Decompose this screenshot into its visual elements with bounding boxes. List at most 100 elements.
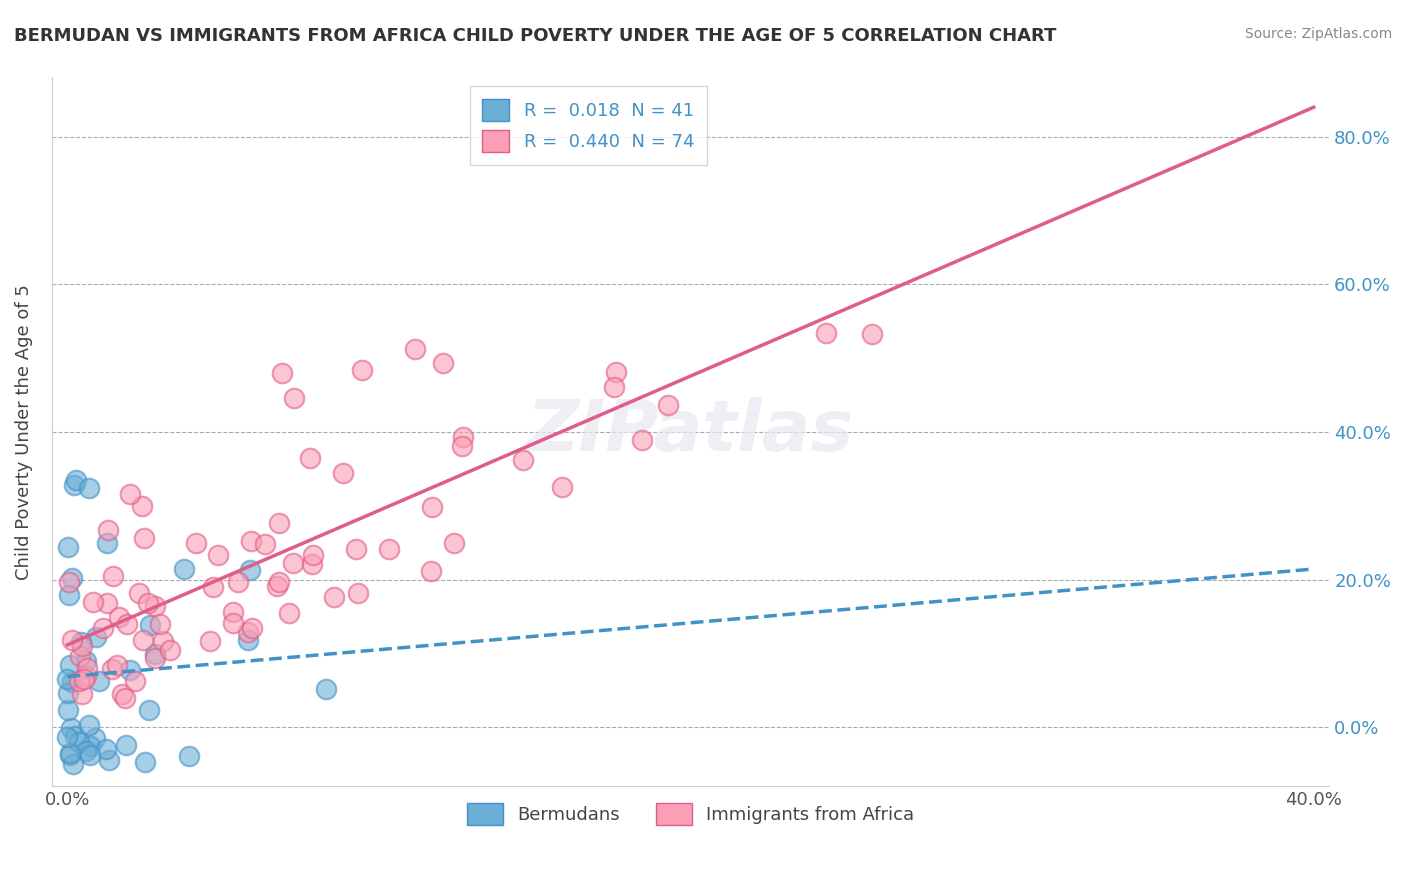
Text: BERMUDAN VS IMMIGRANTS FROM AFRICA CHILD POVERTY UNDER THE AGE OF 5 CORRELATION : BERMUDAN VS IMMIGRANTS FROM AFRICA CHILD… <box>14 27 1056 45</box>
Point <box>62 756 84 771</box>
Point <box>56 730 79 744</box>
Point <box>128 586 150 600</box>
Point <box>236 624 259 639</box>
Point <box>63 730 86 744</box>
Point <box>143 647 166 661</box>
Point <box>69 648 91 663</box>
Point <box>222 616 245 631</box>
Point <box>131 499 153 513</box>
Point <box>239 563 262 577</box>
Point <box>67 735 90 749</box>
Point <box>350 363 373 377</box>
Point <box>420 500 443 514</box>
Point <box>200 634 222 648</box>
Point <box>79 747 101 762</box>
Point <box>70 635 93 649</box>
Point <box>101 662 124 676</box>
Point <box>378 542 401 557</box>
Point <box>97 753 120 767</box>
Point <box>404 343 426 357</box>
Point <box>59 657 82 672</box>
Point <box>186 536 208 550</box>
Point <box>269 516 291 530</box>
Point <box>266 578 288 592</box>
Point <box>76 660 98 674</box>
Point <box>202 580 225 594</box>
Point <box>136 597 159 611</box>
Point <box>93 621 115 635</box>
Point <box>65 473 87 487</box>
Point <box>605 365 627 379</box>
Point <box>149 617 172 632</box>
Legend: Bermudans, Immigrants from Africa: Bermudans, Immigrants from Africa <box>457 794 924 834</box>
Point <box>159 642 181 657</box>
Point <box>301 557 323 571</box>
Point <box>124 674 146 689</box>
Point <box>551 480 574 494</box>
Point <box>96 536 118 550</box>
Point <box>815 326 838 340</box>
Point <box>657 398 679 412</box>
Point <box>132 633 155 648</box>
Point <box>79 718 101 732</box>
Point <box>630 433 652 447</box>
Point <box>118 487 141 501</box>
Point <box>347 585 370 599</box>
Point <box>62 477 84 491</box>
Point <box>281 556 304 570</box>
Point <box>79 739 101 753</box>
Point <box>97 524 120 538</box>
Point <box>87 673 110 688</box>
Point <box>105 657 128 672</box>
Point <box>82 595 104 609</box>
Text: ZIPatlas: ZIPatlas <box>527 398 855 467</box>
Point <box>96 742 118 756</box>
Point <box>56 540 79 554</box>
Point <box>60 675 83 690</box>
Point <box>115 738 138 752</box>
Text: Source: ZipAtlas.com: Source: ZipAtlas.com <box>1244 27 1392 41</box>
Point <box>143 651 166 665</box>
Point <box>72 639 94 653</box>
Point <box>56 703 79 717</box>
Point <box>453 430 475 444</box>
Point <box>75 744 97 758</box>
Point <box>84 630 107 644</box>
Point <box>114 690 136 705</box>
Point <box>323 590 346 604</box>
Point <box>111 687 134 701</box>
Point <box>443 536 465 550</box>
Point <box>138 617 160 632</box>
Point <box>419 564 441 578</box>
Point <box>512 453 534 467</box>
Point <box>254 537 277 551</box>
Point <box>603 380 626 394</box>
Point <box>432 356 454 370</box>
Point <box>70 687 93 701</box>
Point <box>77 481 100 495</box>
Point <box>75 654 97 668</box>
Point <box>152 634 174 648</box>
Point <box>860 326 883 341</box>
Point <box>56 686 79 700</box>
Point <box>58 575 80 590</box>
Point <box>344 541 367 556</box>
Point <box>267 575 290 590</box>
Point <box>73 672 96 686</box>
Point <box>236 632 259 647</box>
Point <box>84 731 107 745</box>
Point <box>239 534 262 549</box>
Point <box>450 439 472 453</box>
Point <box>75 669 97 683</box>
Point <box>226 574 249 589</box>
Point <box>173 562 195 576</box>
Point <box>332 466 354 480</box>
Point <box>283 392 305 406</box>
Point <box>145 599 167 614</box>
Point <box>59 746 82 760</box>
Point <box>207 548 229 562</box>
Point <box>240 621 263 635</box>
Point <box>138 703 160 717</box>
Point <box>298 450 321 465</box>
Point <box>60 721 83 735</box>
